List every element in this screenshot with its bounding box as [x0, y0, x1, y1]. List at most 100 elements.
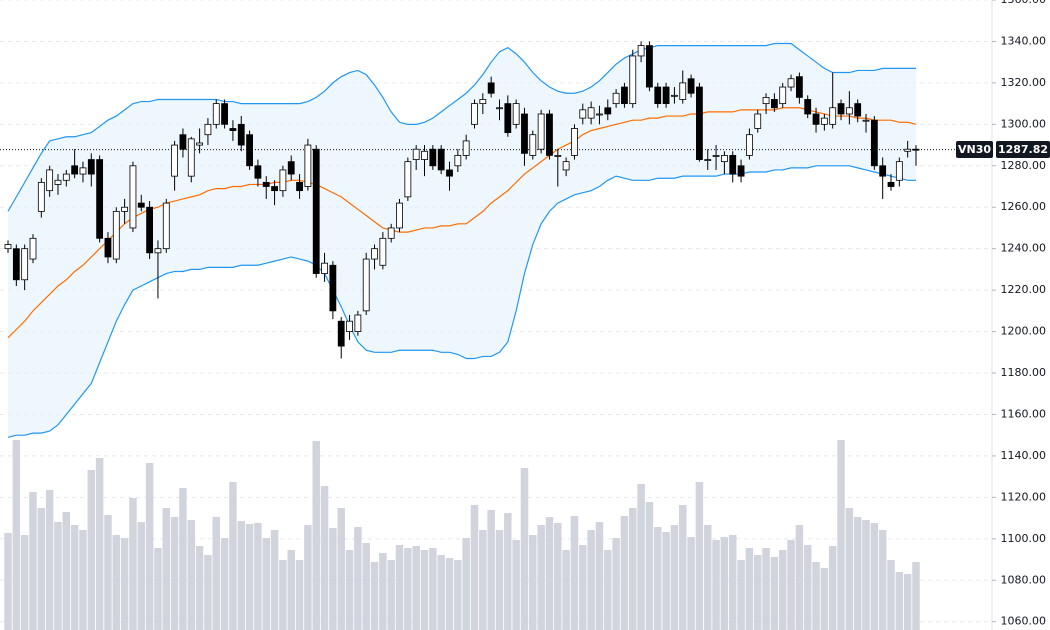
- volume-bar: [304, 525, 312, 630]
- volume-bar: [687, 537, 695, 630]
- symbol-tag: [956, 141, 993, 158]
- y-tick-label: 1180.00: [1001, 366, 1047, 379]
- candle-body: [446, 169, 453, 177]
- candle-body: [646, 45, 653, 88]
- volume-bar: [45, 490, 54, 630]
- volume-bar: [212, 517, 221, 630]
- volume-bar: [712, 540, 720, 630]
- volume-bar: [837, 440, 845, 630]
- candle-body: [321, 262, 328, 274]
- volume-bar: [270, 530, 279, 630]
- candle-body: [671, 94, 678, 97]
- y-tick-label: 1060.00: [1001, 615, 1047, 628]
- volume-bar: [870, 523, 879, 630]
- volume-bar: [145, 463, 154, 630]
- candle-body: [737, 165, 745, 177]
- volume-bar: [412, 546, 420, 630]
- volume-bar: [337, 508, 345, 630]
- volume-bar: [520, 468, 529, 630]
- candle-body: [12, 248, 20, 281]
- candle-body: [46, 169, 54, 192]
- last-price-label: 1287.82: [998, 143, 1048, 156]
- candle-body: [729, 155, 737, 175]
- volume-bar: [187, 520, 196, 630]
- candle-body: [512, 103, 520, 125]
- candle-body: [596, 113, 603, 116]
- volume-bar: [612, 538, 620, 630]
- candle-body: [271, 186, 278, 192]
- candle-body: [770, 99, 778, 109]
- y-tick-label: 1320.00: [1001, 76, 1047, 89]
- candle-body: [137, 202, 145, 208]
- volume-bar: [70, 525, 79, 630]
- candle-body: [279, 169, 287, 192]
- candle-body: [121, 206, 129, 212]
- candle-body: [371, 248, 378, 260]
- candle-body: [895, 161, 903, 181]
- volume-bar: [362, 543, 370, 630]
- candle-body: [829, 107, 837, 125]
- volume-bar: [29, 492, 37, 630]
- volume-bar: [820, 568, 829, 630]
- volume-bar: [537, 525, 545, 630]
- candle-body: [179, 134, 187, 150]
- candle-body: [296, 181, 303, 192]
- candle-body: [837, 103, 845, 115]
- volume-bar: [454, 560, 462, 630]
- volume-bar: [104, 515, 112, 630]
- candle-body: [154, 248, 162, 254]
- volume-bar: [629, 508, 637, 630]
- volume-bar: [803, 545, 812, 630]
- volume-bar: [703, 525, 712, 630]
- candle-body: [346, 320, 353, 332]
- candle-body: [504, 103, 512, 134]
- volume-bar: [254, 523, 262, 630]
- volume-bar: [95, 458, 104, 630]
- volume-bar: [487, 510, 495, 630]
- y-tick-label: 1200.00: [1001, 325, 1047, 338]
- volume-bar: [862, 520, 870, 630]
- volume-bar: [112, 535, 121, 630]
- volume-bar: [812, 562, 820, 630]
- candle-body: [404, 161, 412, 198]
- candle-body: [396, 202, 403, 229]
- volume-bar: [237, 521, 245, 630]
- y-tick-label: 1260.00: [1001, 200, 1047, 213]
- candle-body: [696, 86, 703, 160]
- volume-bar: [429, 548, 437, 630]
- candles-layer: [4, 41, 920, 359]
- candle-body: [887, 181, 895, 187]
- y-tick-label: 1280.00: [1001, 159, 1047, 172]
- volume-bar: [570, 516, 579, 630]
- candle-body: [712, 155, 720, 157]
- volume-bar: [595, 522, 604, 630]
- candle-body: [204, 123, 212, 136]
- volume-bar: [20, 535, 29, 630]
- volume-bar: [579, 545, 587, 630]
- volume-bar: [495, 530, 504, 630]
- volume-bar: [195, 546, 204, 630]
- candle-body: [787, 78, 795, 88]
- candle-body: [437, 148, 445, 171]
- volume-bar: [795, 525, 804, 630]
- volume-bar: [479, 530, 487, 630]
- candle-body: [854, 103, 862, 117]
- candle-body: [4, 244, 12, 250]
- candle-body: [421, 150, 428, 160]
- volume-bar: [395, 545, 404, 630]
- price-tag: [996, 141, 1050, 158]
- candle-body: [529, 134, 537, 156]
- y-tick-label: 1160.00: [1001, 407, 1047, 420]
- candle-body: [479, 99, 487, 105]
- volume-bar: [37, 508, 46, 630]
- volume-bar: [912, 562, 920, 630]
- volume-bar: [845, 508, 854, 630]
- candle-body: [654, 86, 662, 105]
- volume-layer: [4, 440, 920, 630]
- candle-body: [662, 86, 670, 105]
- candle-body: [904, 148, 912, 152]
- candle-body: [71, 165, 79, 175]
- ma-line: [7, 107, 917, 339]
- volume-bar: [437, 555, 445, 630]
